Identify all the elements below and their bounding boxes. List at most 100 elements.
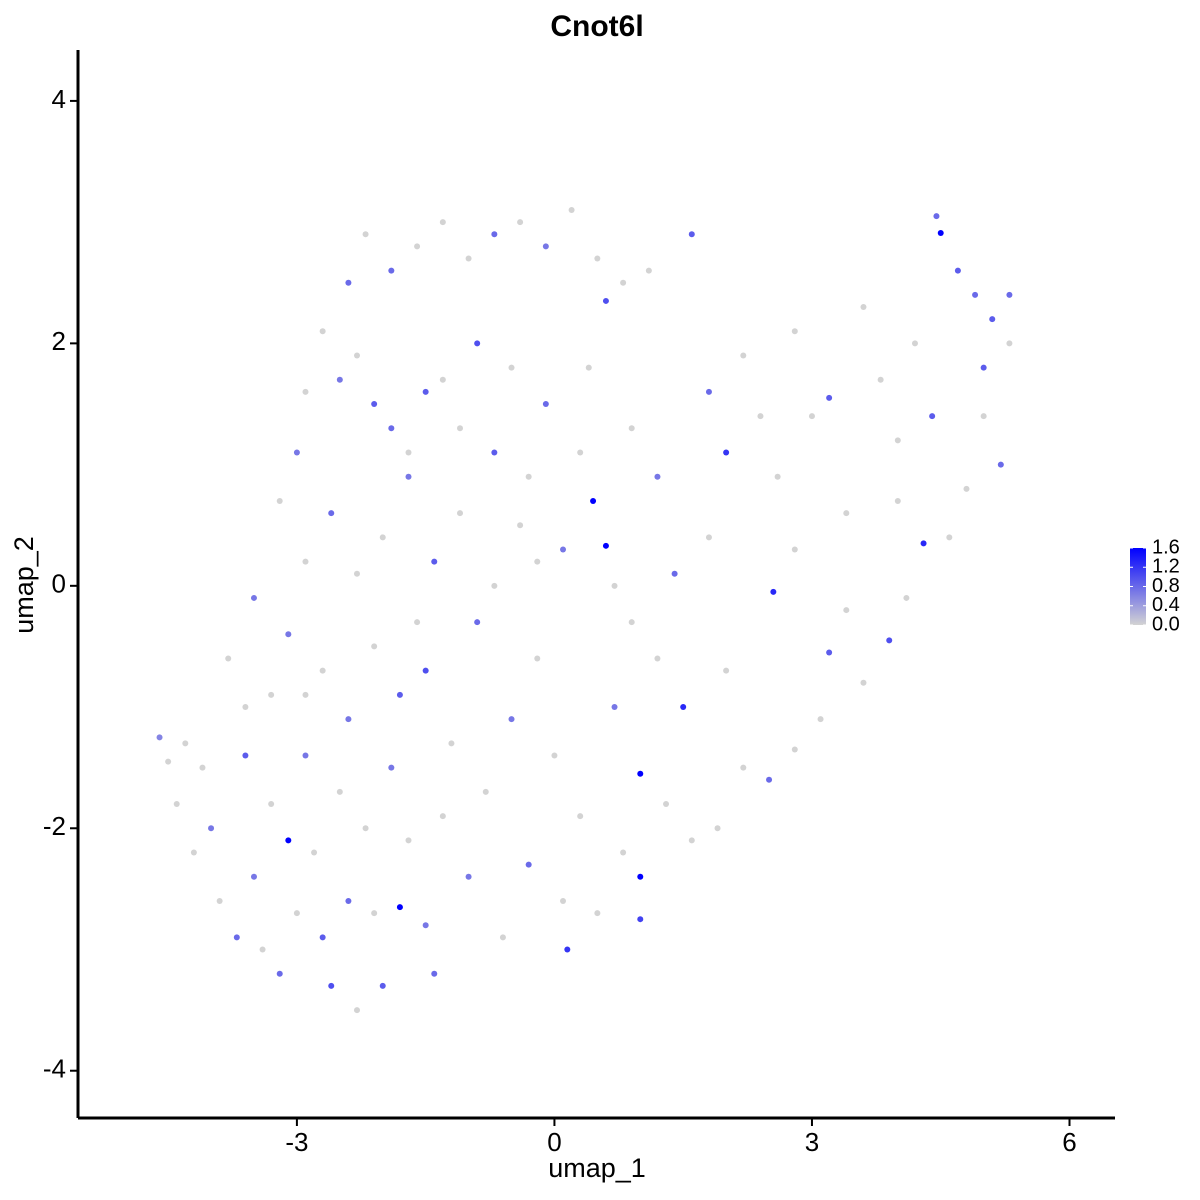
- y-tick-label: 0: [52, 569, 66, 599]
- point: [293, 910, 300, 917]
- point: [414, 243, 421, 250]
- point: [594, 255, 601, 262]
- x-axis-label: umap_1: [548, 1153, 646, 1183]
- point: [843, 607, 850, 614]
- point: [551, 752, 558, 759]
- point: [268, 801, 275, 808]
- point: [770, 588, 777, 595]
- point: [439, 376, 446, 383]
- point: [911, 340, 918, 347]
- point: [860, 679, 867, 686]
- point: [242, 704, 249, 711]
- point: [1006, 291, 1013, 298]
- point: [422, 667, 429, 674]
- point: [353, 352, 360, 359]
- point: [989, 316, 996, 323]
- point: [577, 813, 584, 820]
- point: [371, 400, 378, 407]
- point: [542, 400, 549, 407]
- point: [414, 619, 421, 626]
- point: [723, 667, 730, 674]
- point: [637, 916, 644, 923]
- point: [336, 788, 343, 795]
- point: [602, 297, 609, 304]
- point: [491, 231, 498, 238]
- point: [371, 910, 378, 917]
- point: [688, 231, 695, 238]
- point: [457, 425, 464, 432]
- y-tick-label: 4: [52, 84, 66, 114]
- point: [491, 449, 498, 456]
- point: [156, 734, 163, 741]
- color-tick-label: 1.2: [1152, 556, 1180, 578]
- point: [474, 340, 481, 347]
- point: [422, 388, 429, 395]
- point: [405, 837, 412, 844]
- point: [465, 873, 472, 880]
- point: [259, 946, 266, 953]
- point: [302, 388, 309, 395]
- x-tick-label: 0: [547, 1127, 561, 1157]
- point: [980, 413, 987, 420]
- point: [886, 637, 893, 644]
- point: [826, 649, 833, 656]
- point: [671, 570, 678, 577]
- point: [705, 388, 712, 395]
- point: [499, 934, 506, 941]
- point: [894, 497, 901, 504]
- point: [594, 910, 601, 917]
- point: [302, 691, 309, 698]
- point: [250, 873, 257, 880]
- point: [379, 982, 386, 989]
- point: [1006, 340, 1013, 347]
- point: [963, 485, 970, 492]
- point: [542, 243, 549, 250]
- point: [431, 558, 438, 565]
- point: [577, 449, 584, 456]
- point: [628, 619, 635, 626]
- point: [311, 849, 318, 856]
- point: [637, 770, 644, 777]
- point: [208, 825, 215, 832]
- point: [714, 825, 721, 832]
- point: [457, 510, 464, 517]
- point: [431, 970, 438, 977]
- point: [774, 473, 781, 480]
- point: [465, 255, 472, 262]
- point: [302, 752, 309, 759]
- point: [560, 546, 567, 553]
- point: [474, 619, 481, 626]
- point: [517, 522, 524, 529]
- point: [276, 970, 283, 977]
- point: [216, 898, 223, 905]
- point: [628, 425, 635, 432]
- point: [225, 655, 232, 662]
- point: [688, 837, 695, 844]
- point: [894, 437, 901, 444]
- point: [328, 510, 335, 517]
- point: [817, 716, 824, 723]
- point: [379, 534, 386, 541]
- point: [362, 231, 369, 238]
- point: [534, 558, 541, 565]
- point: [645, 267, 652, 274]
- chart-title: Cnot6l: [550, 10, 643, 43]
- point: [388, 764, 395, 771]
- point: [199, 764, 206, 771]
- point: [405, 473, 412, 480]
- color-tick-label: 0.0: [1152, 613, 1180, 635]
- point: [233, 934, 240, 941]
- point: [422, 922, 429, 929]
- point: [285, 837, 292, 844]
- point: [826, 394, 833, 401]
- color-tick-label: 0.4: [1152, 594, 1180, 616]
- point: [997, 461, 1004, 468]
- point: [637, 873, 644, 880]
- x-tick-label: -3: [285, 1127, 308, 1157]
- point: [268, 691, 275, 698]
- point: [590, 497, 597, 504]
- point: [602, 542, 609, 549]
- point: [560, 898, 567, 905]
- point: [345, 898, 352, 905]
